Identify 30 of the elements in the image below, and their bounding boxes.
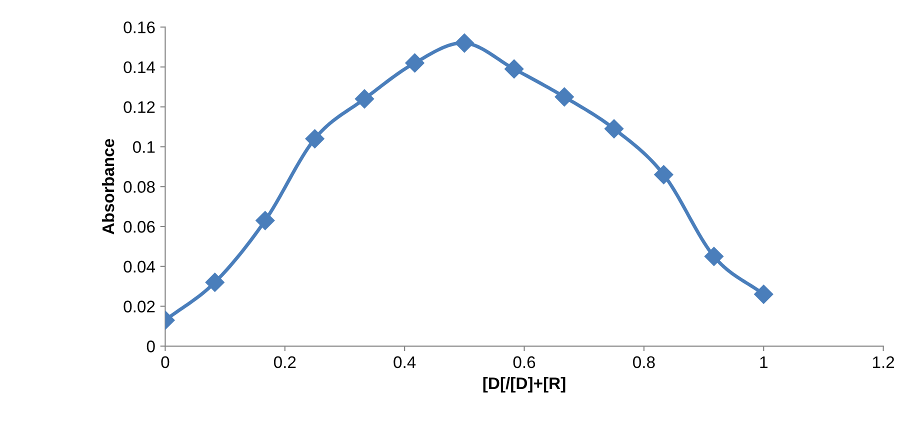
point: [405, 53, 424, 73]
x-tick-label: 0.6: [513, 356, 536, 368]
x-tick-label: 0.8: [633, 356, 655, 368]
y-tick-label: 0.06: [124, 220, 155, 233]
x-tick-label: 0.4: [394, 356, 416, 368]
point: [704, 246, 724, 266]
point: [604, 119, 624, 138]
x-tick-label: 0.2: [274, 356, 296, 368]
point: [754, 284, 774, 304]
y-tick-label: 0.1: [132, 141, 155, 153]
y-tick-label: 0: [146, 340, 155, 352]
point: [256, 210, 275, 230]
y-axis-title: Absorbance: [102, 139, 114, 234]
y-tick-label: 0.02: [124, 300, 155, 312]
point: [305, 129, 324, 148]
x-tick-label: 0: [161, 356, 170, 368]
x-tick-label: 1.2: [873, 356, 894, 368]
y-tick-label: 0.12: [124, 101, 155, 114]
point: [504, 59, 524, 78]
point: [454, 34, 474, 53]
y-tick-label: 0.04: [124, 260, 156, 273]
point: [554, 87, 574, 106]
x-tick-label: 1: [760, 356, 768, 368]
y-tick-label: 0.16: [124, 21, 155, 34]
point: [654, 165, 674, 184]
point: [205, 272, 224, 292]
x-axis-title: [D[/[D]+[R]: [483, 376, 566, 392]
y-tick-label: 0.08: [124, 181, 155, 193]
y-tick-label: 0.14: [124, 61, 156, 74]
point: [354, 89, 374, 108]
